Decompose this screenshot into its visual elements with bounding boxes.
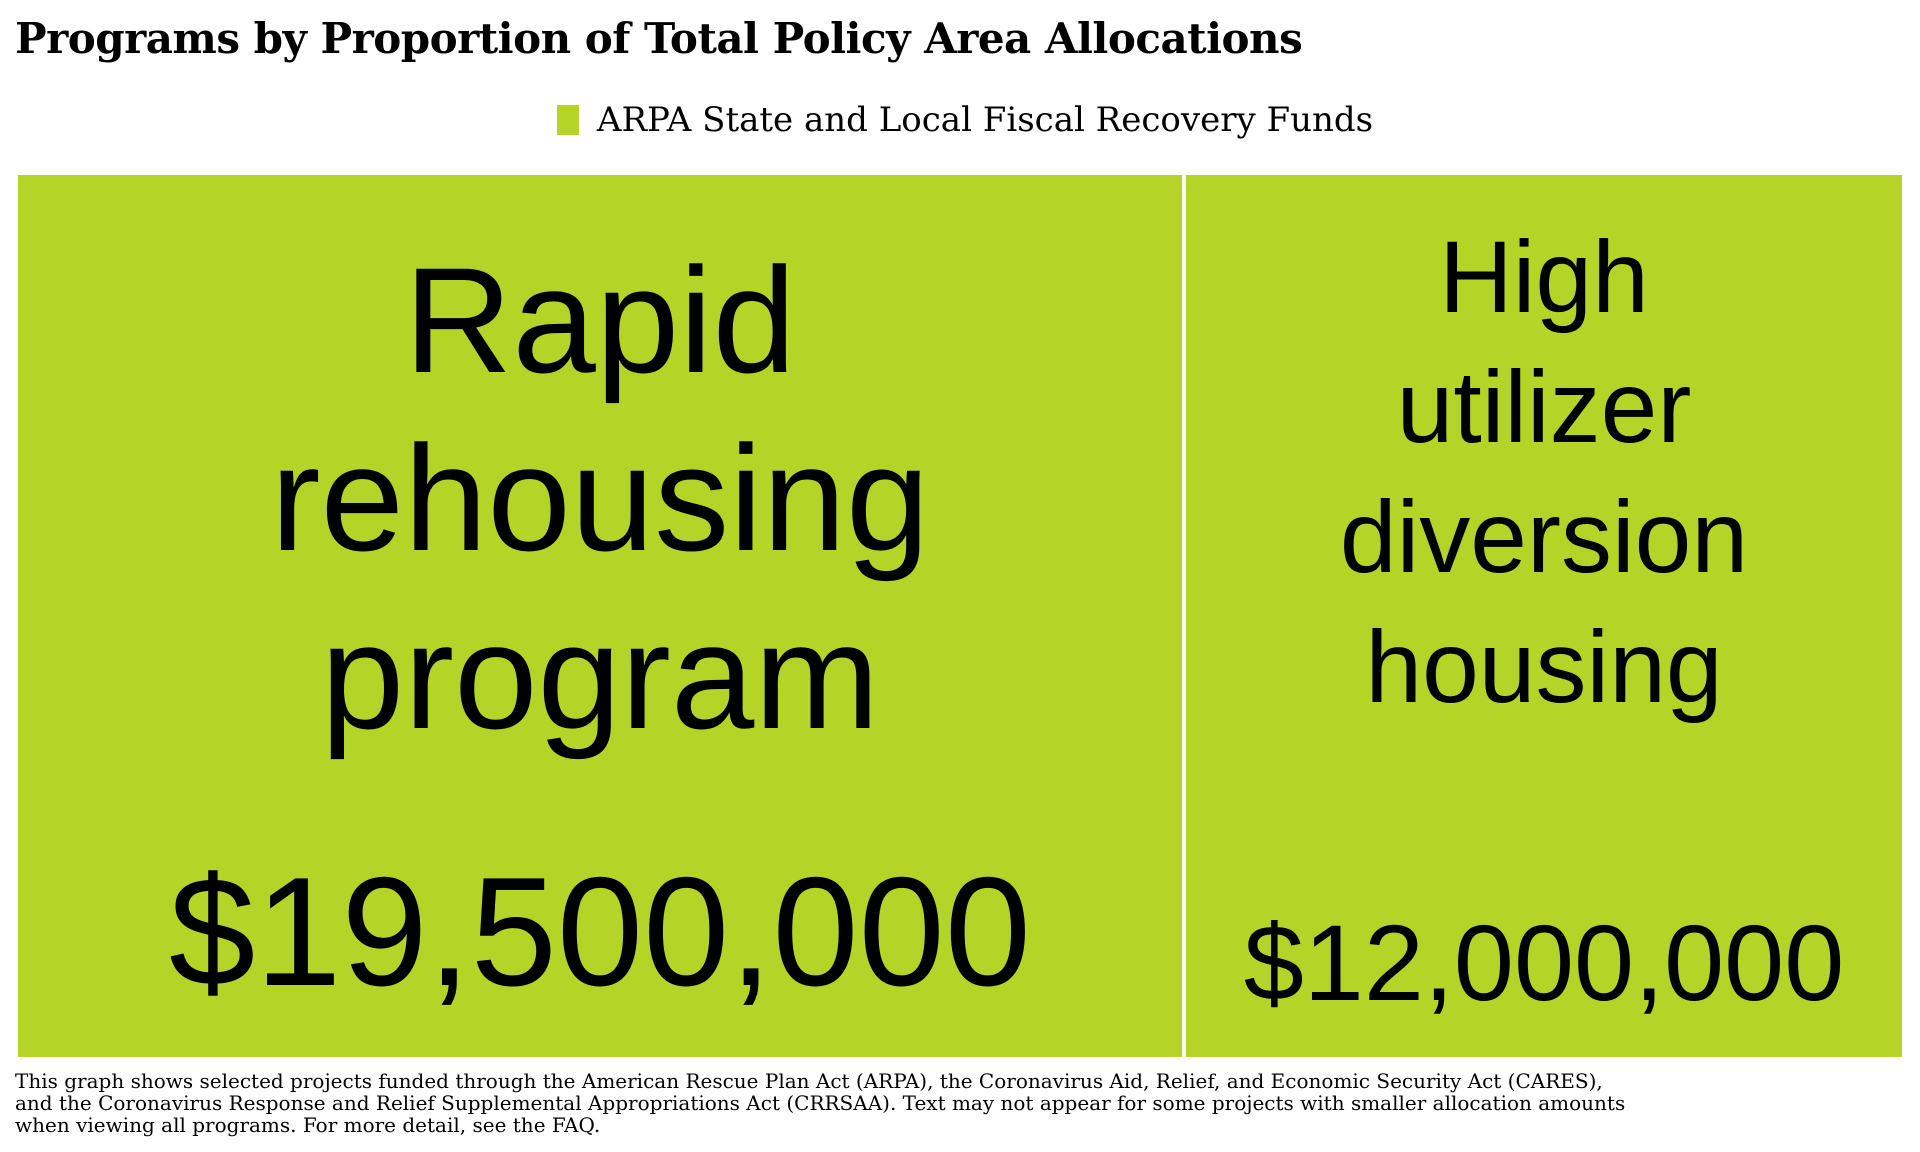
tile-1-name-line-0: High xyxy=(1439,220,1649,334)
legend-item-arpa[interactable]: ARPA State and Local Fiscal Recovery Fun… xyxy=(556,100,1374,140)
tile-0-name-line-0: Rapid xyxy=(404,236,796,404)
tile-1-value-label: $12,000,000 xyxy=(1244,902,1845,1023)
tile-1-name-line-3: housing xyxy=(1365,610,1722,724)
tile-0-name-line-1: rehousing xyxy=(271,414,930,582)
footnote: This graph shows selected projects funde… xyxy=(15,1069,1626,1137)
legend-label: ARPA State and Local Fiscal Recovery Fun… xyxy=(596,100,1374,140)
chart-title: Programs by Proportion of Total Policy A… xyxy=(15,14,1303,63)
legend: ARPA State and Local Fiscal Recovery Fun… xyxy=(0,100,1920,140)
tile-0-value-label: $19,500,000 xyxy=(169,845,1031,1018)
tile-1-name-line-1: utilizer xyxy=(1397,350,1692,464)
treemap-tile-1[interactable] xyxy=(1186,175,1902,1057)
tile-0-name-line-2: program xyxy=(321,592,880,760)
legend-swatch xyxy=(556,105,579,135)
treemap-tile-0[interactable] xyxy=(18,175,1182,1057)
tile-1-name-line-2: diversion xyxy=(1340,480,1748,594)
